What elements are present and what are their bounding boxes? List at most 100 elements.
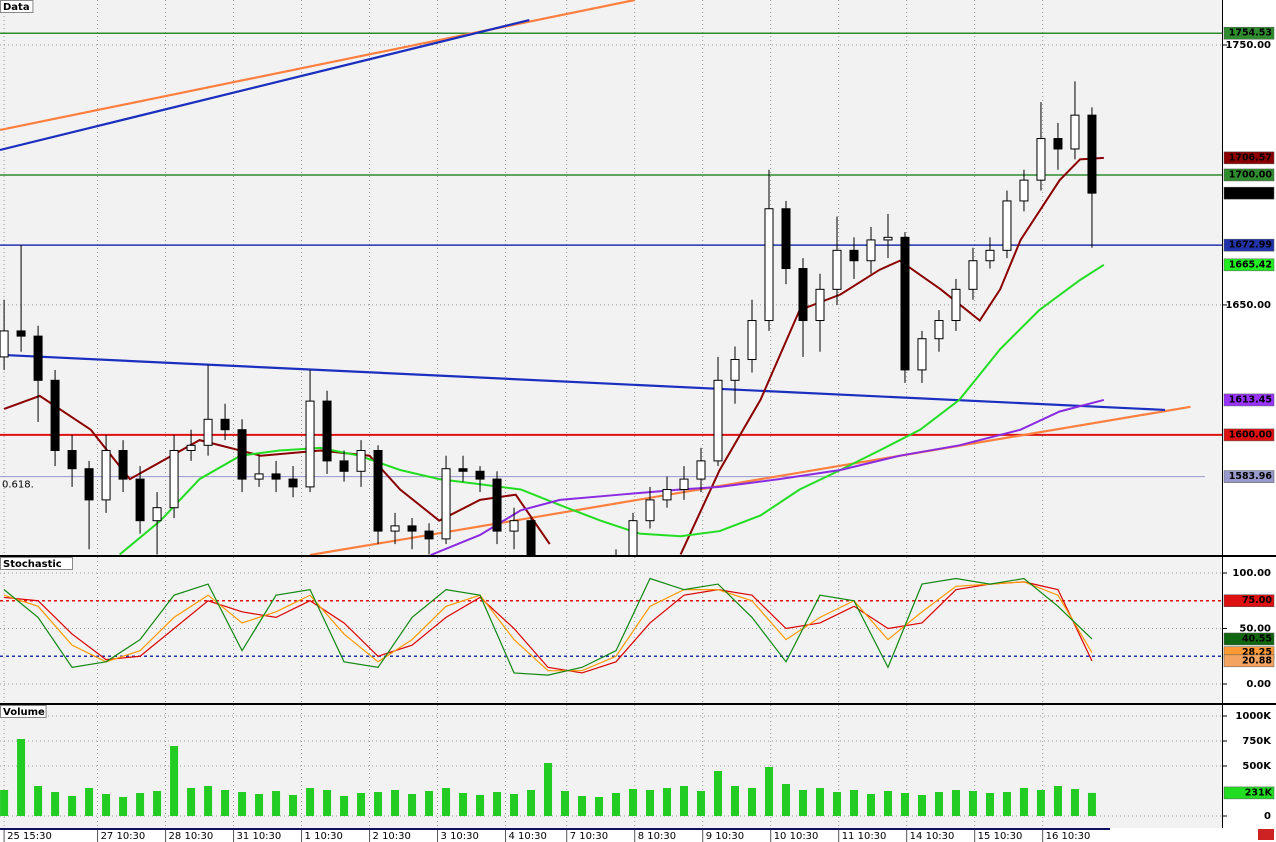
price-panel [0,0,1222,555]
trendline [0,0,635,132]
volume-bar [425,791,434,816]
panel-title: Stochastic [3,559,62,570]
time-axis [0,828,1276,842]
volume-bar [832,792,841,816]
volume-bar [85,788,94,816]
price-flag-label: 40.55 [1242,633,1272,644]
volume-bar [340,796,349,816]
candle-body [0,330,9,358]
candle-body [1087,114,1097,194]
candle-body [866,239,876,262]
x-tick-label: 9 10:30 [706,831,744,842]
x-tick-label: 15 10:30 [978,831,1023,842]
candle-body [832,249,842,290]
volume-bar [883,791,892,816]
level-note: 0.618. [2,480,34,491]
volume-bar [1002,792,1011,816]
candle-body [934,320,944,340]
volume-bar [781,784,790,816]
y-tick-label: 0.00 [1246,679,1271,690]
moving-average [3,394,551,545]
candle-body [849,249,859,262]
volume-bar [578,796,587,816]
volume-bar [510,794,519,816]
candle-body [628,520,638,555]
volume-bar [34,786,43,816]
stochastic-line [3,581,1093,672]
price-flag-label: 1600.00 [1229,429,1273,440]
x-tick-label: 8 10:30 [638,831,676,842]
volume-bar [0,790,9,816]
volume-bar [119,797,128,816]
x-tick-label: 25 15:30 [7,831,52,842]
x-tick-label: 10 10:30 [774,831,819,842]
volume-bar [612,793,621,816]
plot-area [0,572,1222,685]
volume-bar [917,795,926,816]
trendline [0,353,1166,412]
volume-bar [985,793,994,816]
moving-average [119,263,1105,555]
x-tick-label: 28 10:30 [169,831,214,842]
volume-bar [798,790,807,816]
volume-bar [544,763,553,816]
x-tick-label: 27 10:30 [101,831,146,842]
volume-bar [459,793,468,816]
x-tick-label: 7 10:30 [570,831,608,842]
candle-body [662,488,672,501]
price-flag-label: 1754.53 [1229,28,1272,39]
volume-bar [238,792,247,816]
trendline [309,405,1191,555]
price-flag [1223,393,1275,407]
price-flag-label: 1613.45 [1229,394,1272,405]
volume-bar [391,790,400,816]
time-axis-bar [0,828,1110,830]
candle-body [968,260,978,290]
price-flag [1223,238,1275,252]
price-flag [1223,594,1275,607]
volume-bar [849,790,858,816]
candle-body [339,460,349,472]
candle-body [288,478,298,488]
volume-bar [1036,790,1045,816]
volume-bar [442,788,451,816]
candle-body [152,507,162,522]
volume-bar [663,788,672,816]
candle-body [67,449,77,470]
panel-title-box [0,0,34,13]
candle-body [373,449,383,532]
y-tick-label: 1750.00 [1225,40,1271,51]
candle-body [203,418,213,446]
volume-bar [900,793,909,816]
candle-body [815,288,825,322]
volume-bar [1087,792,1096,816]
candle-body [271,473,281,480]
candle-body [1002,200,1012,251]
candle-body [730,359,740,381]
candle-body [254,473,264,480]
price-flag-label: 1672.99 [1229,240,1272,251]
x-tick-label: 11 10:30 [842,831,887,842]
candle-body [509,520,519,532]
scroll-button[interactable] [1258,829,1274,840]
volume-bar [102,794,111,816]
price-flag [1223,654,1275,668]
candle-body [118,449,128,480]
volume-bar [306,788,315,816]
volume-panel [0,705,1222,828]
price-flag [1223,632,1275,646]
candle-body [305,400,315,488]
volume-bar [764,767,773,816]
volume-bar [187,788,196,816]
price-flag [1223,186,1275,200]
panel-title-box [0,557,73,570]
x-tick-label: 3 10:30 [441,831,479,842]
plot-area [0,0,1222,555]
candle-body [951,288,961,322]
candle-body [1036,138,1046,181]
volume-bar [136,793,145,816]
price-flag-label: 28.25 [1242,647,1272,658]
candle-body [764,208,774,322]
price-flag-label: 1706.57 [1229,152,1272,163]
